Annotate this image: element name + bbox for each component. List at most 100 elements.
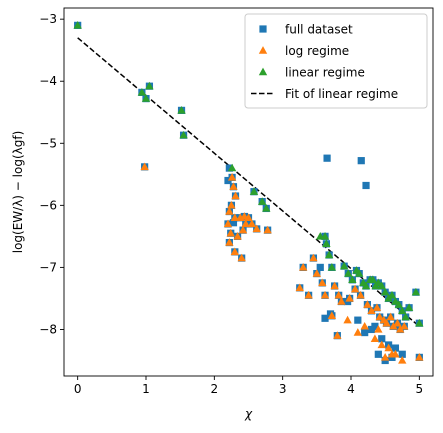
legend-entry: linear regime (285, 66, 365, 80)
y-axis-label: log(EW/λ) − log(λgf) (11, 131, 25, 254)
data-point-triangle (179, 130, 188, 139)
x-tick-label: 4 (347, 382, 355, 396)
data-point-triangle (225, 207, 234, 215)
legend-entry: Fit of linear regime (285, 87, 398, 101)
data-point-triangle (382, 318, 391, 327)
data-point-triangle (233, 231, 242, 240)
data-point-square (378, 335, 386, 343)
legend-box (244, 13, 428, 109)
data-point-triangle (374, 325, 383, 333)
y-axis: −8 −7 −6 −5 −4 −3 (39, 12, 64, 336)
data-point-triangle (318, 278, 327, 287)
x-tick-label: 2 (211, 382, 219, 396)
x-axis: 0 1 2 3 4 5 (74, 376, 423, 396)
data-point-triangle (298, 262, 308, 271)
data-point-triangle (386, 312, 395, 321)
data-point-square (316, 263, 324, 271)
series-1 (140, 162, 424, 364)
data-point-triangle (229, 182, 238, 190)
data-point-triangle (237, 253, 246, 262)
y-tick-label: −3 (39, 12, 57, 26)
data-point-triangle (252, 224, 261, 233)
data-point-triangle (73, 20, 82, 29)
data-point-square (321, 314, 329, 322)
data-point-triangle (380, 287, 390, 296)
data-point-triangle (322, 239, 331, 248)
data-point-triangle (304, 290, 313, 299)
data-point-triangle (368, 275, 378, 284)
data-point-triangle (337, 297, 346, 305)
y-tick-label: −7 (39, 260, 57, 274)
data-point-triangle (327, 311, 337, 320)
data-point-square (361, 328, 369, 337)
data-point-triangle (355, 269, 364, 277)
data-point-triangle (137, 87, 147, 96)
data-point-triangle (249, 187, 259, 195)
data-point-square (229, 219, 238, 227)
legend-entry: log regime (285, 44, 349, 58)
y-tick-label: −4 (39, 74, 57, 88)
series-2 (73, 20, 424, 327)
data-point-triangle (226, 228, 235, 237)
legend-entry: full dataset (285, 23, 353, 37)
data-point-triangle (263, 225, 272, 234)
data-point-triangle (140, 162, 149, 171)
data-point-triangle (145, 81, 154, 90)
data-point-square (391, 344, 400, 352)
data-point-square (398, 350, 406, 358)
data-point-triangle (343, 315, 352, 324)
data-point-triangle (415, 318, 424, 327)
data-point-triangle (398, 306, 407, 315)
data-point-triangle (339, 261, 349, 270)
data-point-triangle (380, 352, 390, 361)
x-tick-label: 1 (142, 382, 150, 396)
data-point-triangle (330, 281, 339, 290)
fit-layer (77, 37, 420, 327)
data-point-triangle (377, 340, 386, 349)
data-point-triangle (394, 300, 404, 308)
legend: full dataset log regime linear regime Fit o… (244, 13, 428, 109)
data-point-triangle (396, 325, 405, 333)
plot-frame (63, 7, 434, 377)
data-point-square (225, 164, 233, 172)
y-tick-label: −8 (39, 322, 57, 336)
data-point-triangle (356, 290, 365, 299)
data-point-triangle (320, 290, 330, 299)
data-point-triangle (320, 231, 330, 240)
data-point-triangle (241, 219, 250, 228)
data-point-triangle (404, 303, 414, 311)
data-point-triangle (411, 287, 421, 296)
data-point-triangle (353, 328, 363, 336)
data-point-triangle (230, 213, 240, 221)
x-tick-label: 5 (416, 382, 424, 396)
data-point-triangle (398, 356, 407, 364)
data-point-triangle (377, 281, 386, 290)
data-point-triangle (141, 94, 151, 102)
data-point-triangle (372, 303, 382, 311)
data-point-triangle (177, 105, 186, 114)
data-point-triangle (375, 312, 384, 321)
data-point-triangle (227, 173, 237, 181)
x-tick-label: 0 (74, 382, 82, 396)
legend-handle (259, 25, 267, 33)
data-point-triangle (389, 321, 398, 330)
data-point-triangle (238, 225, 248, 234)
data-point-triangle (327, 262, 337, 271)
data-point-square (367, 325, 376, 334)
data-point-triangle (225, 238, 234, 246)
data-point-triangle (295, 283, 304, 292)
data-point-triangle (370, 334, 380, 342)
x-axis-label: χ (244, 407, 253, 421)
data-point-triangle (333, 331, 342, 339)
data-point-triangle (361, 281, 371, 290)
data-point-triangle (384, 343, 393, 352)
data-point-square (362, 181, 370, 190)
data-point-triangle (348, 275, 357, 284)
data-point-triangle (247, 219, 257, 228)
data-point-square (323, 154, 331, 162)
y-tick-label: −6 (39, 198, 57, 212)
data-point-triangle (393, 318, 402, 327)
fit-line (77, 37, 420, 327)
data-point-triangle (350, 284, 360, 293)
